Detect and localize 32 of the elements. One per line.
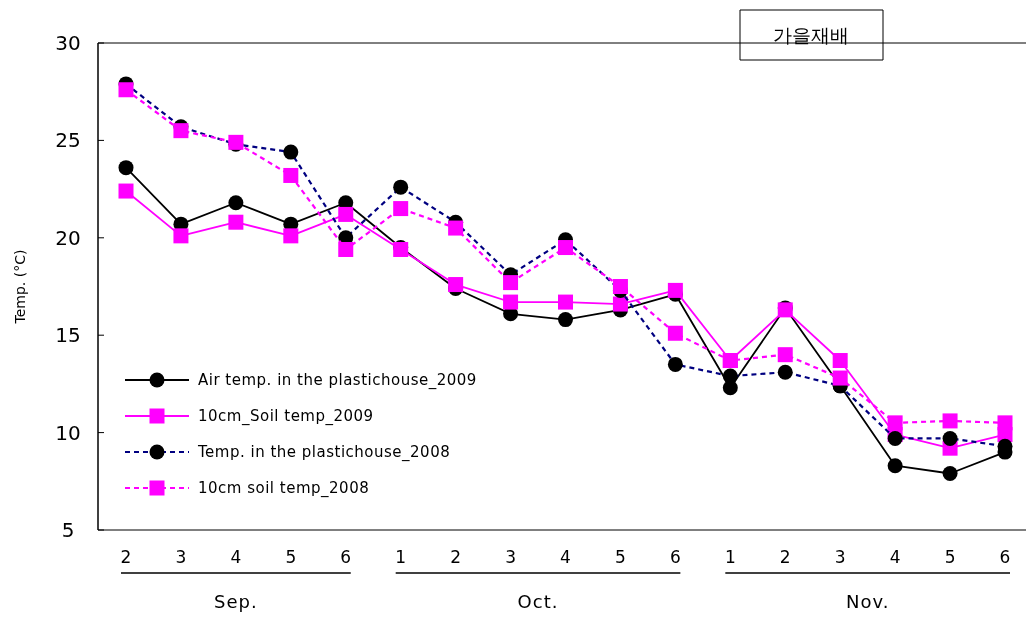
- x-tick-label: 5: [615, 547, 626, 567]
- legend-label: 10cm soil temp_2008: [198, 479, 370, 498]
- text: Nov.: [845, 590, 890, 612]
- y-axis-title: Temp. (°C): [12, 249, 28, 325]
- y-tick-label: 10: [55, 420, 81, 445]
- y-tick-label: 15: [55, 323, 81, 348]
- x-tick-label: 4: [230, 547, 242, 567]
- x-tick-label: 2: [120, 547, 132, 567]
- y-tick-label: 30: [55, 31, 81, 55]
- text: Oct.: [517, 590, 559, 612]
- x-tick-label: 1: [724, 547, 736, 567]
- legend-label: 10cm_Soil temp_2009: [198, 407, 374, 426]
- x-tick-label: 5: [944, 547, 956, 567]
- x-tick-label: 4: [889, 547, 901, 567]
- legend-label: Temp. in the plastichouse_2008: [197, 443, 451, 462]
- x-tick-label: 6: [669, 547, 681, 567]
- x-tick-label: 2: [779, 547, 791, 567]
- x-tick-label: 6: [999, 547, 1011, 567]
- x-tick-label: 3: [175, 547, 187, 567]
- y-tick-label: 20: [55, 225, 81, 250]
- y-tick-label: 25: [55, 128, 81, 153]
- x-tick-label: 6: [340, 547, 352, 567]
- x-tick-label: 1: [395, 547, 407, 567]
- x-tick-label: 2: [450, 547, 462, 567]
- x-tick-label: 4: [560, 547, 571, 567]
- x-tick-label: 5: [285, 547, 297, 567]
- legend-label: Air temp. in the plastichouse_2009: [198, 371, 477, 390]
- x-tick-label: 3: [834, 547, 846, 567]
- x-tick-label: 3: [505, 547, 516, 567]
- text: Sep.: [214, 590, 258, 612]
- annotation: 가을재배: [773, 24, 849, 46]
- y-tick-label: 5: [61, 518, 75, 542]
